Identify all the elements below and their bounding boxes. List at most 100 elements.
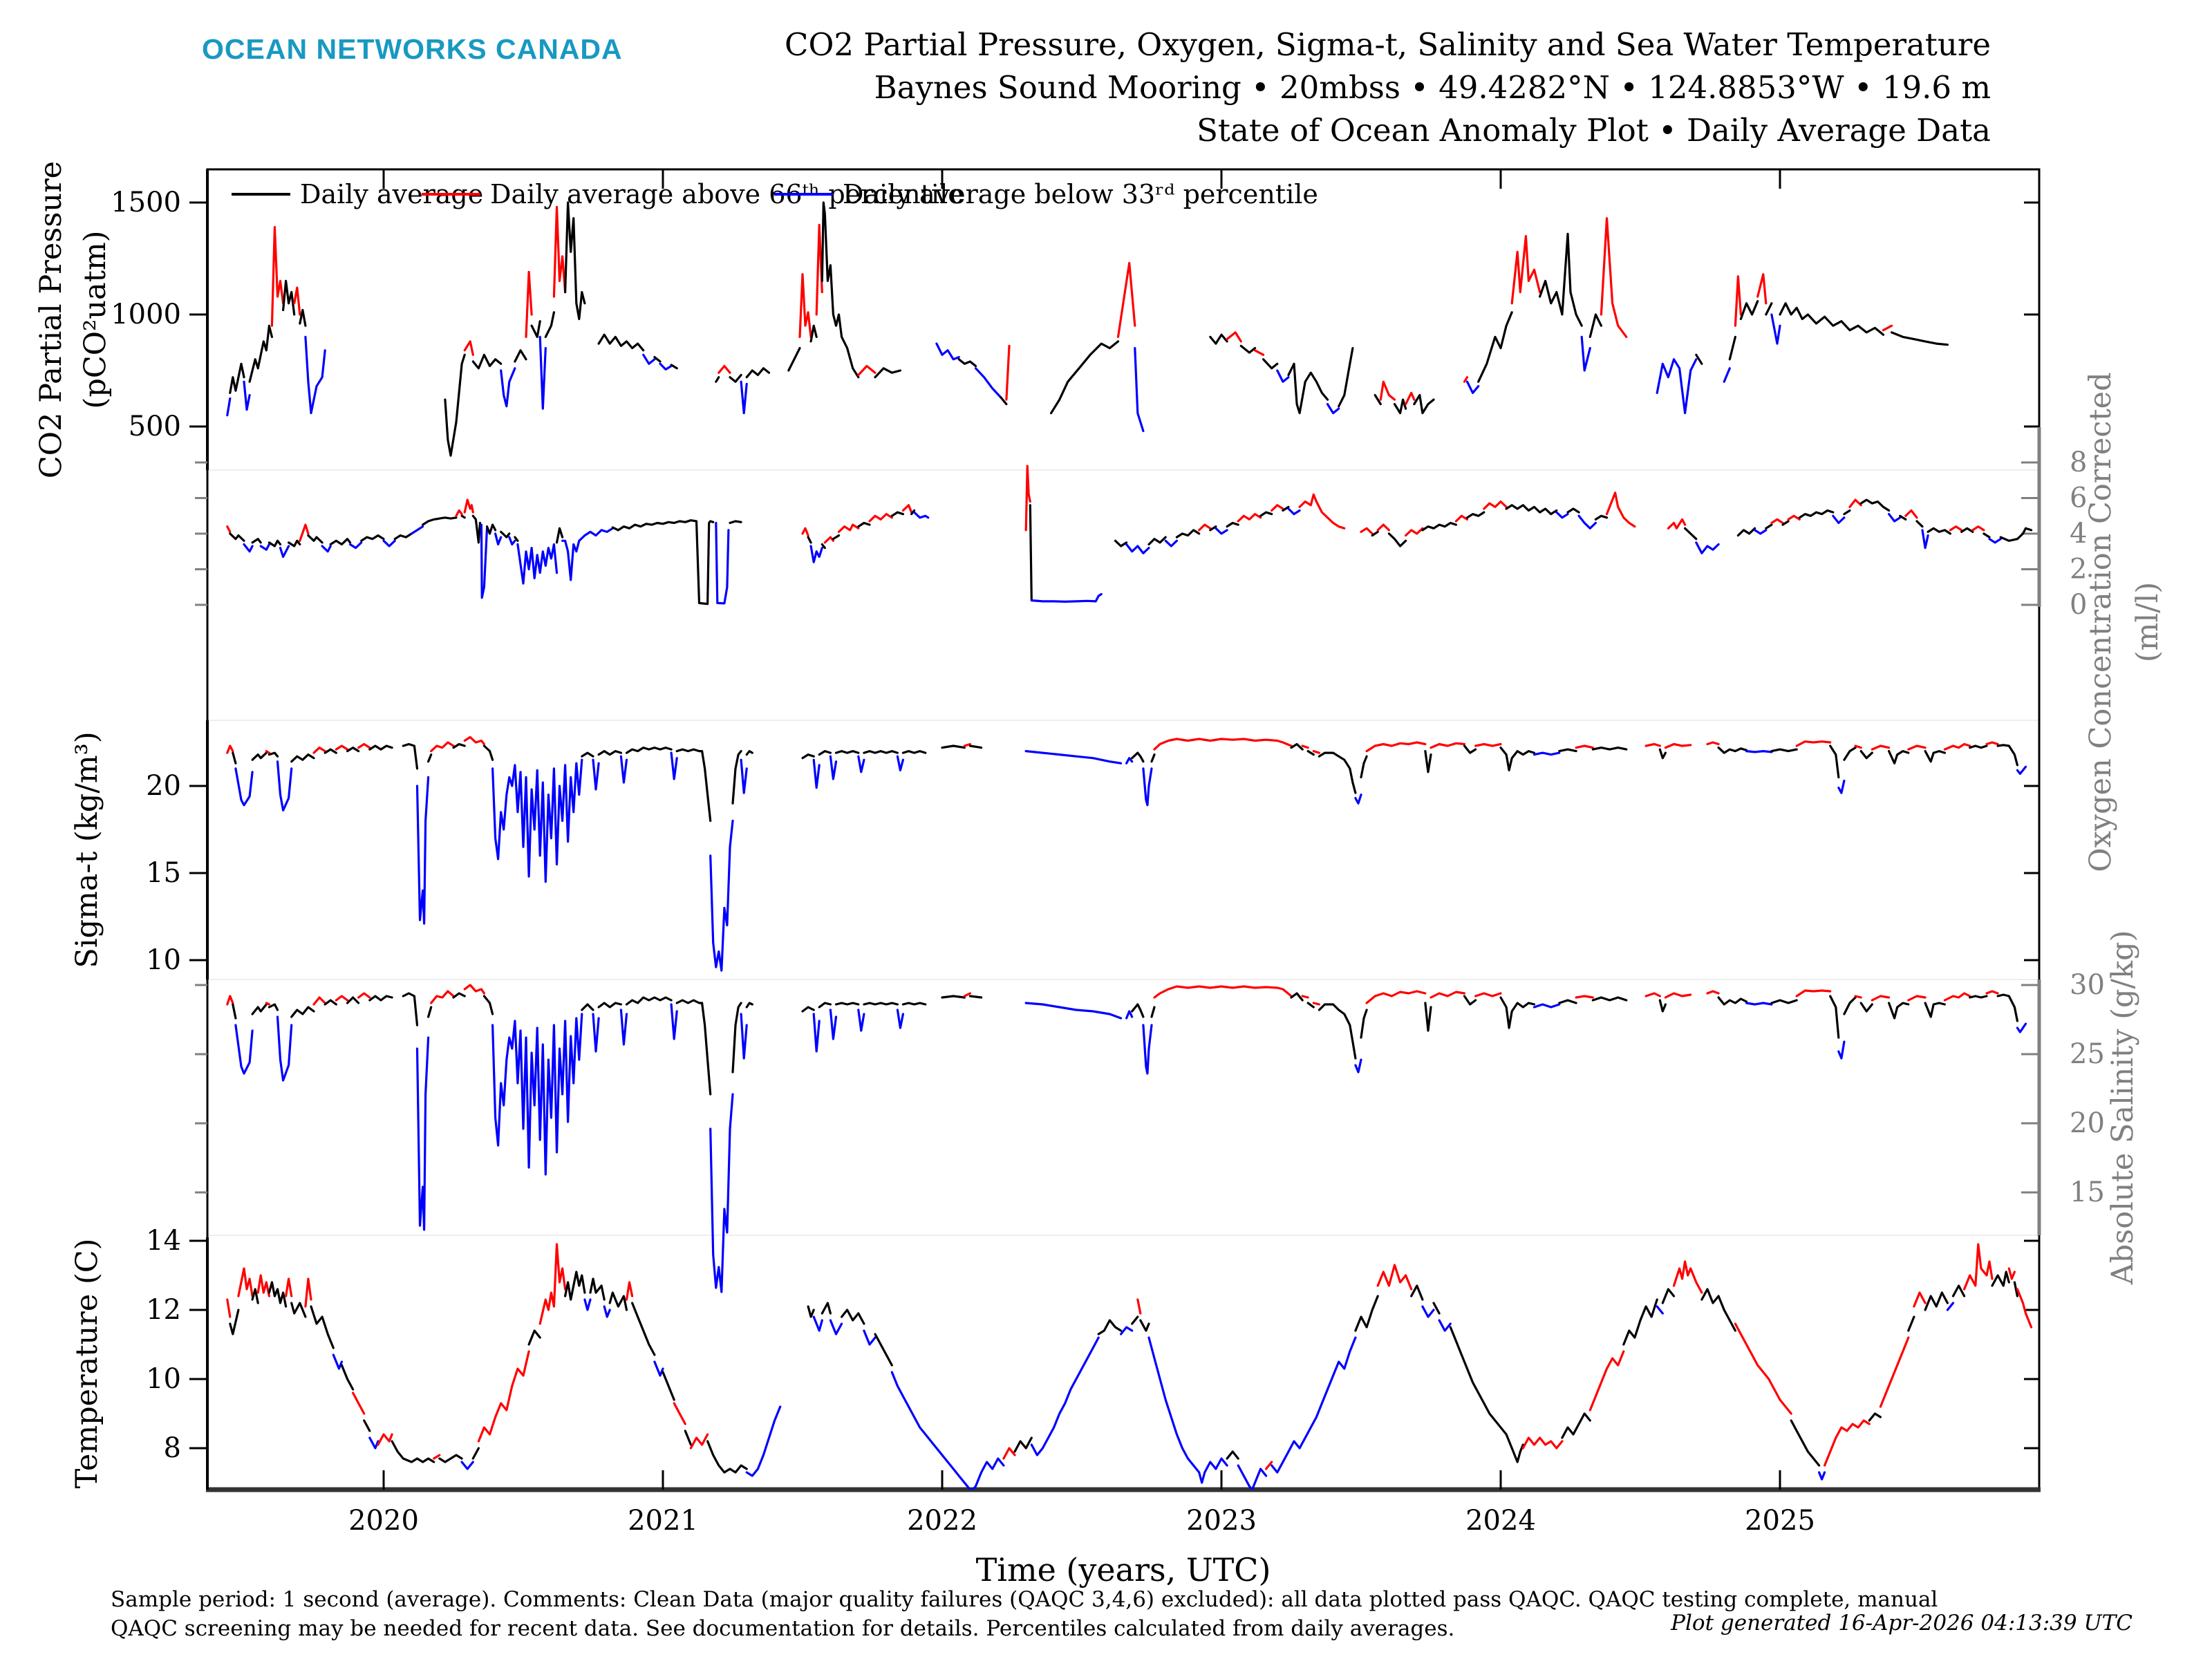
sig-tick-label: 20 (146, 770, 181, 802)
sig-series-above66 (963, 742, 971, 747)
oxy-series-daily (821, 543, 826, 550)
oxy-series-daily (1798, 509, 1835, 519)
tmp-series-below33 (1271, 1336, 1357, 1474)
co2-series-daily (821, 201, 860, 379)
qaqc-note-line1: Sample period: 1 second (average). Comme… (111, 1587, 1938, 1612)
oxy-series-below33 (1030, 592, 1103, 603)
oxy-tick-label: 6 (2070, 482, 2087, 514)
tmp-axis-title: Temperature (C) (70, 1239, 104, 1489)
sig-series-daily (290, 753, 315, 763)
oxy-series-above66 (1376, 523, 1390, 532)
sal-series-above66 (1907, 995, 1927, 1002)
oxy-series-daily (832, 534, 841, 541)
tmp-series-daily (1700, 1288, 1736, 1332)
sig-tick-label: 10 (146, 944, 181, 976)
sig-series-daily (427, 753, 433, 763)
sig-series-daily (1318, 751, 1357, 794)
co2-series-daily (1239, 344, 1257, 354)
tmp-series-daily (841, 1309, 865, 1325)
sig-tick-label: 15 (146, 857, 181, 889)
sig-series-below33 (415, 776, 430, 925)
co2-series-above66 (718, 364, 731, 374)
tmp-series-daily (438, 1454, 463, 1463)
oxy-axis-title-units: (ml/l) (2130, 582, 2165, 662)
oxy-series-above66 (1298, 493, 1346, 529)
oxy-series-daily (1175, 529, 1201, 538)
oxy-series-daily (1505, 504, 1558, 516)
sig-series-above66 (1575, 744, 1594, 749)
x-axis-label: Time (years, UTC) (976, 1551, 1271, 1588)
oxy-series-daily (471, 514, 481, 544)
co2-series-above66 (552, 205, 567, 298)
sal-series-daily (1558, 999, 1577, 1004)
co2-series-daily (1050, 340, 1120, 415)
sal-series-below33 (1142, 1024, 1153, 1075)
oxy-series-daily (910, 509, 916, 516)
sig-series-daily (863, 750, 899, 754)
tmp-series-above66 (1963, 1243, 1994, 1291)
co2-series-daily (471, 353, 503, 370)
co2-series-above66 (1734, 275, 1742, 327)
co2-series-daily (715, 376, 720, 383)
sal-series-below33 (491, 1013, 583, 1176)
sal-series-daily (1770, 999, 1798, 1004)
sal-series-below33 (857, 1009, 865, 1032)
co2-series-above66 (1253, 349, 1265, 356)
co2-series-below33 (1326, 403, 1340, 415)
oxy-series-below33 (243, 543, 254, 553)
oxy-series-daily (1209, 525, 1217, 532)
sal-series-daily (1499, 996, 1536, 1029)
co2-series-daily (1739, 300, 1759, 321)
oxy-series-below33 (1754, 529, 1768, 535)
tmp-series-daily (1131, 1315, 1139, 1325)
sig-series-daily (402, 742, 419, 770)
sal-series-daily (251, 1003, 268, 1015)
co2-tick-label: 500 (129, 411, 181, 442)
co2-series-daily (514, 349, 527, 363)
sal-series-below33 (670, 1003, 678, 1040)
tmp-series-below33 (745, 1405, 782, 1477)
sal-series-daily (368, 995, 393, 1002)
co2-series-below33 (500, 367, 516, 408)
tmp-series-below33 (603, 1305, 611, 1318)
oxy-series-above66 (801, 527, 809, 537)
co2-series-daily (729, 373, 742, 383)
tmp-series-above66 (673, 1402, 686, 1425)
oxy-series-daily (1765, 523, 1773, 529)
sig-series-daily (1424, 750, 1432, 774)
tmp-series-daily (1868, 1412, 1882, 1422)
sig-series-below33 (1024, 750, 1123, 765)
co2-series-below33 (1723, 367, 1731, 383)
tmp-series-daily (1432, 1302, 1441, 1315)
oxy-series-daily (1114, 539, 1128, 547)
co2-series-above66 (293, 286, 301, 316)
tmp-series-daily (1226, 1450, 1239, 1460)
sig-series-below33 (1533, 751, 1561, 756)
co2-series-daily (1393, 398, 1407, 415)
oxy-series-below33 (1215, 527, 1228, 535)
oxy-series-below33 (1555, 511, 1569, 519)
tmp-series-above66 (1136, 1298, 1142, 1315)
tmp-series-above66 (433, 1454, 441, 1460)
tmp-series-daily (363, 1419, 371, 1432)
sig-series-below33 (619, 755, 628, 784)
sig-series-daily (1996, 744, 2018, 767)
oxy-series-below33 (382, 539, 396, 547)
sal-series-daily (818, 1002, 832, 1009)
sig-series-daily (1770, 748, 1798, 753)
oxy-series-above66 (1198, 523, 1212, 532)
co2-series-above66 (815, 223, 823, 316)
oxy-series-daily (1684, 527, 1698, 541)
co2-axis-title-units: (pCO²uatm) (78, 231, 113, 409)
co2-series-daily (670, 364, 678, 370)
sal-series-daily (268, 1003, 279, 1011)
co2-series-daily (1000, 396, 1008, 406)
tmp-series-daily (564, 1271, 586, 1301)
tmp-series-daily (310, 1305, 335, 1349)
x-tick-label: 2020 (348, 1505, 419, 1537)
oxy-series-daily (1147, 536, 1167, 546)
oxy-series-daily (1927, 527, 1951, 535)
sal-series-daily (232, 1003, 237, 1020)
oxy-series-above66 (1483, 500, 1508, 510)
tmp-series-daily (874, 1333, 893, 1367)
